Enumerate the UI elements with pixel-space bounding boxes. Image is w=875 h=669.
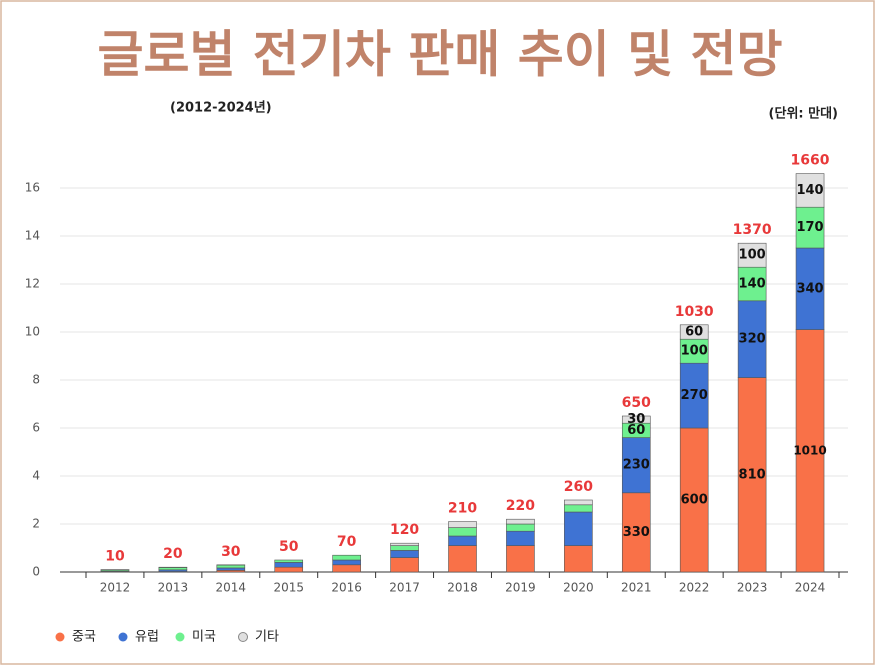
total-label: 650: [622, 395, 651, 411]
x-tick-label: 2021: [621, 581, 652, 595]
bar-segment: [449, 546, 477, 572]
bar-segment: [159, 567, 187, 569]
x-tick-label: 2019: [505, 581, 536, 595]
y-tick-label: 12: [25, 277, 40, 291]
value-label: 30: [627, 412, 645, 427]
total-label: 50: [279, 539, 299, 555]
total-label: 70: [337, 534, 357, 550]
legend-marker: [119, 633, 128, 642]
total-label: 210: [448, 501, 477, 517]
legend-marker: [176, 633, 185, 642]
value-label: 270: [681, 388, 708, 403]
bar-segment: [449, 522, 477, 528]
legend-label: 기타: [255, 630, 279, 645]
x-tick-label: 2014: [216, 581, 247, 595]
bar-segment: [391, 543, 419, 545]
bar-segment: [564, 546, 592, 572]
legend-label: 유럽: [135, 630, 159, 645]
value-label: 140: [796, 183, 823, 198]
y-tick-label: 10: [25, 325, 40, 339]
bar-segment: [275, 567, 303, 572]
total-label: 120: [390, 522, 419, 538]
x-tick-label: 2023: [737, 581, 768, 595]
bar-segment: [391, 558, 419, 572]
x-tick-label: 2012: [100, 581, 131, 595]
y-tick-label: 16: [25, 181, 40, 195]
y-tick-label: 14: [25, 229, 40, 243]
value-label: 320: [739, 332, 766, 347]
total-label: 1030: [675, 304, 714, 320]
x-tick-label: 2017: [389, 581, 420, 595]
total-label: 10: [105, 549, 125, 565]
bar-segment: [217, 565, 245, 568]
bar-segment: [217, 568, 245, 570]
bar-segment: [506, 524, 534, 531]
bar-segment: [391, 546, 419, 551]
value-label: 1010: [793, 443, 826, 457]
total-label: 1660: [791, 153, 830, 169]
x-tick-label: 2020: [563, 581, 594, 595]
x-tick-label: 2015: [273, 581, 304, 595]
legend-label: 미국: [192, 630, 216, 645]
y-tick-label: 2: [32, 517, 40, 531]
unit-label: (단위: 만대): [769, 106, 838, 122]
x-tick-label: 2024: [795, 581, 826, 595]
bar-segment: [506, 546, 534, 572]
legend-marker: [56, 633, 65, 642]
total-label: 30: [221, 544, 241, 560]
legend-marker: [239, 633, 248, 642]
y-tick-label: 6: [32, 421, 40, 435]
x-tick-label: 2013: [158, 581, 189, 595]
chart-title: 글로벌 전기차 판매 추이 및 전망: [97, 26, 782, 84]
x-tick-label: 2016: [331, 581, 362, 595]
value-label: 100: [739, 248, 766, 263]
total-label: 220: [506, 498, 535, 514]
bar-segment: [449, 528, 477, 536]
x-tick-label: 2022: [679, 581, 710, 595]
bar-segment: [506, 519, 534, 524]
bar-segment: [275, 562, 303, 567]
value-label: 340: [796, 281, 823, 296]
bar-segment: [506, 531, 534, 545]
bar-segment: [333, 565, 361, 572]
bar-segment: [564, 505, 592, 512]
bar-segment: [564, 512, 592, 546]
value-label: 600: [681, 493, 708, 508]
bar-segment: [564, 500, 592, 505]
bar-segment: [391, 550, 419, 557]
bar-segment: [275, 560, 303, 562]
value-label: 330: [623, 525, 650, 540]
total-label: 20: [163, 546, 183, 562]
y-tick-label: 4: [32, 469, 40, 483]
value-label: 170: [796, 220, 823, 235]
legend-label: 중국: [72, 630, 96, 645]
value-label: 810: [739, 467, 766, 482]
y-tick-label: 8: [32, 373, 40, 387]
total-label: 1370: [733, 222, 772, 238]
total-label: 260: [564, 479, 593, 495]
value-label: 140: [739, 277, 766, 292]
value-label: 230: [623, 458, 650, 473]
bar-segment: [333, 560, 361, 565]
value-label: 100: [681, 344, 708, 359]
value-label: 60: [685, 325, 703, 340]
subtitle: (2012-2024년): [170, 101, 272, 116]
bar-segment: [333, 555, 361, 560]
bar-segment: [449, 536, 477, 546]
y-tick-label: 0: [32, 565, 40, 579]
x-tick-label: 2018: [447, 581, 478, 595]
